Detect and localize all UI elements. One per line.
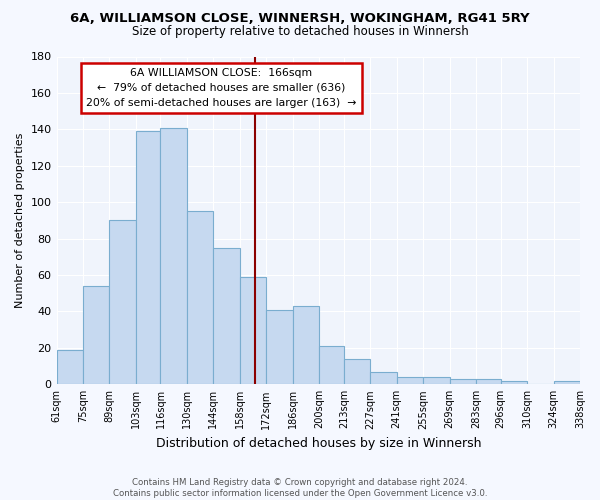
Bar xyxy=(187,212,214,384)
Bar xyxy=(319,346,344,385)
Bar xyxy=(240,277,266,384)
Bar xyxy=(344,359,370,384)
Bar xyxy=(214,248,240,384)
Bar xyxy=(449,379,476,384)
X-axis label: Distribution of detached houses by size in Winnersh: Distribution of detached houses by size … xyxy=(155,437,481,450)
Bar xyxy=(136,131,160,384)
Text: 6A, WILLIAMSON CLOSE, WINNERSH, WOKINGHAM, RG41 5RY: 6A, WILLIAMSON CLOSE, WINNERSH, WOKINGHA… xyxy=(70,12,530,26)
Y-axis label: Number of detached properties: Number of detached properties xyxy=(15,132,25,308)
Bar xyxy=(293,306,319,384)
Text: Size of property relative to detached houses in Winnersh: Size of property relative to detached ho… xyxy=(131,25,469,38)
Bar xyxy=(109,220,136,384)
Bar xyxy=(56,350,83,384)
Bar xyxy=(423,377,449,384)
Bar xyxy=(370,372,397,384)
Bar xyxy=(266,310,293,384)
Bar xyxy=(500,380,527,384)
Text: 6A WILLIAMSON CLOSE:  166sqm
←  79% of detached houses are smaller (636)
20% of : 6A WILLIAMSON CLOSE: 166sqm ← 79% of det… xyxy=(86,68,356,108)
Text: Contains HM Land Registry data © Crown copyright and database right 2024.
Contai: Contains HM Land Registry data © Crown c… xyxy=(113,478,487,498)
Bar xyxy=(476,379,500,384)
Bar xyxy=(160,128,187,384)
Bar xyxy=(554,380,580,384)
Bar xyxy=(397,377,423,384)
Bar xyxy=(83,286,109,384)
